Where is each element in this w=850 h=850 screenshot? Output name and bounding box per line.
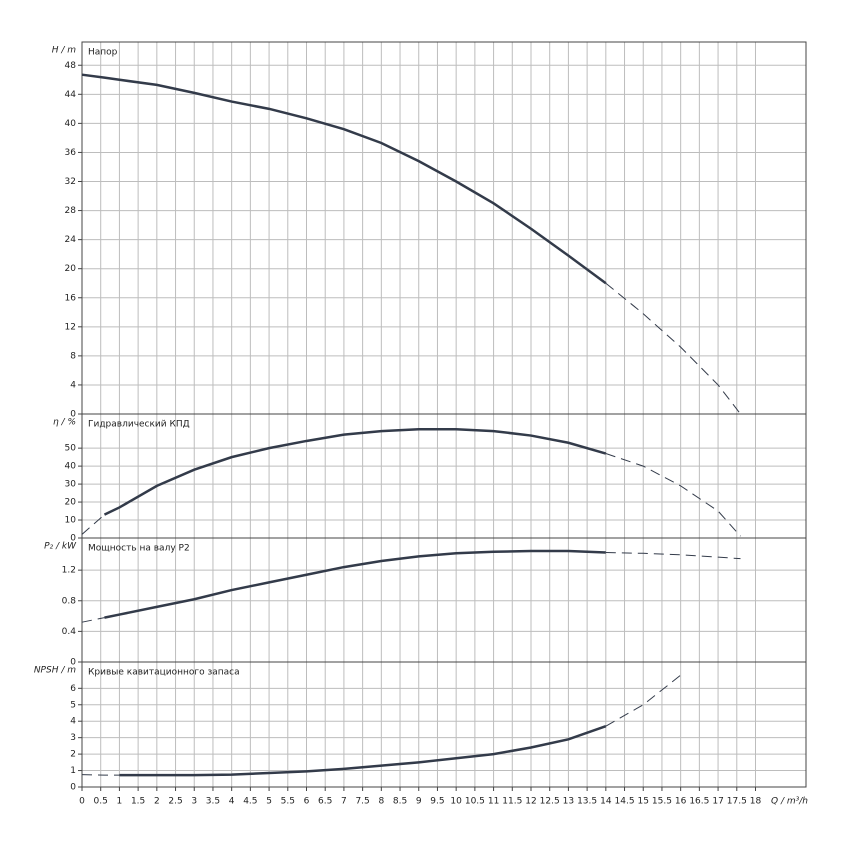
x-tick-label: 10 [450,797,462,807]
x-tick-label: 7.5 [355,797,369,807]
y-tick-label: 2 [70,750,76,760]
panel-title: Гидравлический КПД [88,420,190,430]
x-tick-label: 2.5 [168,797,182,807]
x-tick-label: 3 [191,797,197,807]
x-tick-label: 17 [712,797,723,807]
x-tick-label: 8 [378,797,384,807]
y-tick-label: 50 [65,444,77,454]
x-tick-label: 7 [341,797,347,807]
x-tick-label: 18 [750,797,762,807]
x-tick-label: 1.5 [131,797,145,807]
x-tick-label: 2 [154,797,160,807]
x-tick-label: 6.5 [318,797,332,807]
y-tick-label: 40 [65,462,77,472]
y-axis-label: NPSH / m [34,666,76,676]
x-tick-label: 12 [525,797,536,807]
y-tick-label: 10 [65,516,77,526]
y-tick-label: 1 [70,766,76,776]
x-tick-label: 4 [229,797,235,807]
y-tick-label: 44 [65,90,77,100]
y-tick-label: 3 [70,733,76,743]
y-tick-label: 0.4 [62,627,77,637]
curve [81,453,741,537]
y-tick-label: 20 [65,498,77,508]
x-tick-label: 6 [304,797,310,807]
y-tick-label: 24 [65,235,77,245]
x-tick-label: 5 [266,797,272,807]
x-tick-label: 16 [675,797,687,807]
x-tick-label: 0 [79,797,85,807]
curve [81,552,741,623]
y-tick-label: 20 [65,264,77,274]
y-tick-label: 1.2 [62,566,76,576]
y-tick-label: 28 [65,206,77,216]
x-tick-label: 14 [600,797,612,807]
panel-frame [81,41,807,415]
y-tick-label: 5 [70,700,76,710]
curve [81,73,607,285]
panel-title: Кривые кавитационного запаса [88,668,240,678]
x-tick-label: 14.5 [615,797,635,807]
x-tick-label: 0.5 [94,797,108,807]
y-axis-label: H / m [52,46,77,56]
y-tick-label: 4 [70,717,76,727]
x-tick-label: 10.5 [465,797,485,807]
x-tick-label: 11.5 [502,797,522,807]
x-tick-label: 1 [117,797,123,807]
x-tick-label: 9 [416,797,422,807]
curve [103,428,607,516]
y-tick-label: 48 [65,61,77,71]
panel-title: Мощность на валу P2 [88,544,190,554]
panel-frame [81,413,807,539]
y-tick-label: 0 [70,534,76,544]
curve [119,724,607,777]
y-tick-label: 8 [70,351,76,361]
y-axis-label: η / % [53,418,76,428]
x-tick-label: 5.5 [281,797,295,807]
x-tick-label: 15.5 [652,797,672,807]
x-tick-label: 13 [563,797,574,807]
y-tick-label: 0 [70,410,76,420]
x-tick-label: 8.5 [393,797,407,807]
y-tick-label: 0 [70,658,76,668]
x-tick-label: 3.5 [206,797,220,807]
x-tick-label: 16.5 [689,797,709,807]
curve [81,674,681,776]
x-tick-label: 17.5 [727,797,747,807]
y-tick-label: 40 [65,119,77,129]
x-tick-label: 9.5 [430,797,444,807]
curve [605,282,741,415]
y-tick-label: 6 [70,684,76,694]
panel-frame [81,661,807,788]
x-tick-label: 15 [638,797,649,807]
x-tick-label: 4.5 [243,797,257,807]
y-axis-label: P₂ / kW [44,542,77,552]
y-tick-label: 12 [65,322,76,332]
x-tick-label: 13.5 [577,797,597,807]
x-tick-label: 11 [488,797,499,807]
x-tick-label: 12.5 [540,797,560,807]
y-tick-label: 0 [70,783,76,793]
curve [104,549,606,619]
y-tick-label: 16 [65,293,77,303]
x-axis-label: Q / m³/h [771,797,808,807]
y-tick-label: 30 [65,480,77,490]
y-tick-label: 32 [65,177,76,187]
y-tick-label: 36 [65,148,77,158]
y-tick-label: 0.8 [62,596,77,606]
y-tick-label: 4 [70,380,76,390]
panel-title: Напор [88,48,118,58]
